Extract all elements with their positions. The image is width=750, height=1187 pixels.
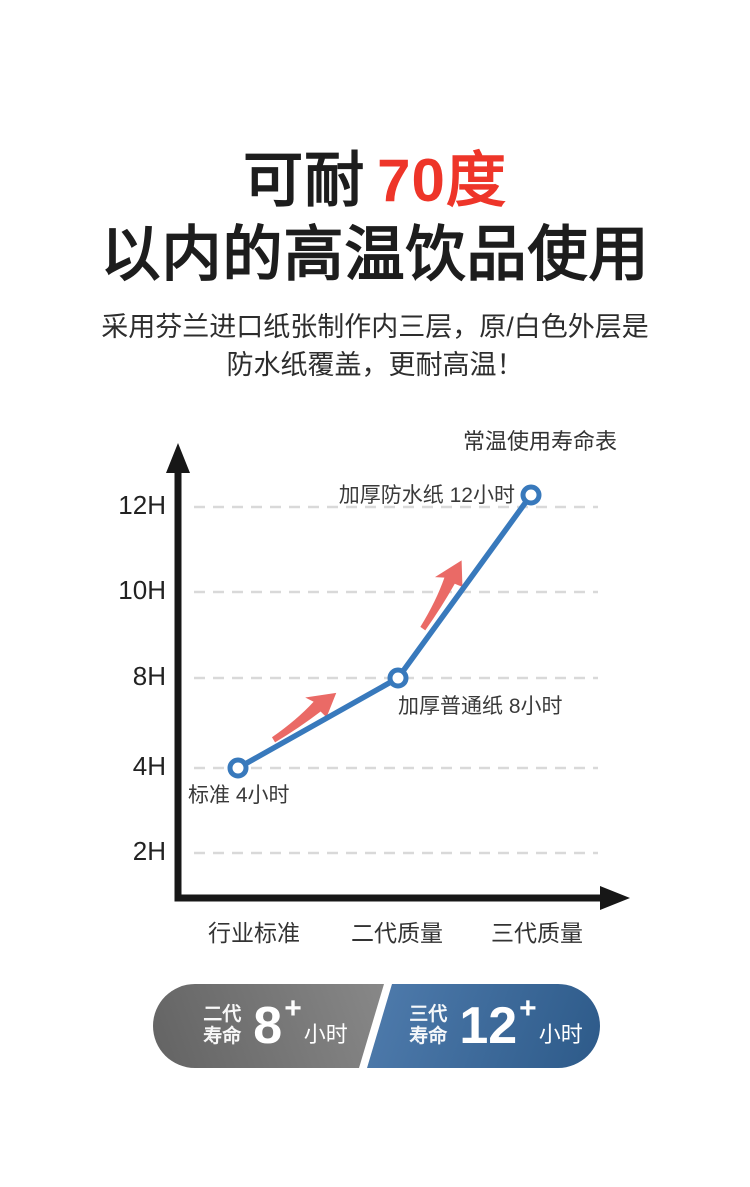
x-tick-gen3-quality: 三代质量 (491, 920, 583, 946)
y-tick-4h: 4H (132, 751, 166, 781)
chart-series (227, 484, 542, 779)
subtitle: 采用芬兰进口纸张制作内三层，原/白色外层是 防水纸覆盖，更耐高温！ (0, 308, 750, 384)
point-label-thick-waterproof-12h: 加厚防水纸 12小时 (338, 484, 515, 507)
gen3-plus-sign: + (519, 992, 537, 1025)
y-tick-10h: 10H (118, 575, 166, 605)
gen3-label: 三代 寿命 (409, 1004, 448, 1047)
gen2-badge-background (153, 984, 384, 1068)
gen2-hours-value: 8 (253, 997, 283, 1055)
gen3-badge-background (367, 984, 600, 1068)
point-label-standard-4h: 标准 4小时 (188, 784, 290, 807)
gen3-hours-value: 12 (459, 997, 518, 1055)
point-label-thick-plain-8h: 加厚普通纸 8小时 (398, 695, 563, 718)
gen2-hours-unit: 小时 (303, 1022, 348, 1047)
growth-arrow-icons (271, 560, 463, 743)
growth-arrow-icon-2 (420, 560, 463, 631)
x-tick-gen2-quality: 二代质量 (351, 920, 443, 946)
page-title-line1: 可耐 70度 (0, 148, 750, 214)
chart-title: 常温使用寿命表 (462, 429, 617, 454)
chart-axes (166, 443, 630, 910)
y-tick-8h: 8H (132, 661, 166, 691)
page-title-line2: 以内的高温饮品使用 (100, 221, 650, 288)
title-highlight-text: 70度 (377, 147, 507, 214)
y-axis-arrow-icon (166, 443, 190, 473)
y-tick-2h: 2H (132, 836, 166, 866)
gen2-badge: 二代 寿命 8 + 小时 (153, 984, 388, 1068)
gen3-hours-unit: 小时 (538, 1022, 583, 1047)
gen2-label: 二代 寿命 (203, 1004, 242, 1047)
lifespan-badge-pill: 二代 寿命 8 + 小时 三代 寿命 12 + 小时 (153, 984, 600, 1068)
growth-arrow-icon-1 (271, 692, 337, 743)
title-black-text: 可耐 (243, 147, 366, 214)
x-tick-industry-standard: 行业标准 (208, 920, 300, 946)
gen3-badge: 三代 寿命 12 + 小时 (392, 984, 600, 1068)
subtitle-line1: 采用芬兰进口纸张制作内三层，原/白色外层是 (101, 312, 649, 342)
x-axis-arrow-icon (600, 886, 630, 910)
y-tick-12h: 12H (118, 490, 166, 520)
gen2-plus-sign: + (284, 992, 302, 1025)
chart-gridlines (194, 505, 598, 855)
subtitle-line2: 防水纸覆盖，更耐高温！ (226, 350, 524, 380)
